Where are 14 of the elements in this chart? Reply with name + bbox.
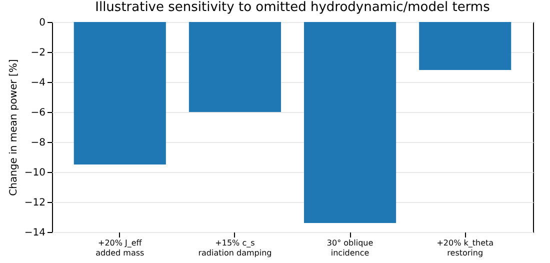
- x-tick-label: +20% J_eff added mass: [96, 238, 144, 258]
- y-tick-label: −8: [30, 138, 46, 148]
- chart-title: Illustrative sensitivity to omitted hydrodynamic/model terms: [95, 0, 490, 15]
- y-tick-label: −14: [24, 228, 46, 238]
- x-tick-label: +15% c_s radiation damping: [198, 238, 272, 258]
- y-tick-label: 0: [39, 18, 46, 28]
- y-tick-label: −12: [24, 198, 46, 208]
- y-tick-label: −10: [24, 168, 46, 178]
- y-tick-label: −2: [30, 48, 46, 58]
- y-tick-label: −4: [30, 78, 46, 88]
- x-tick-label: 30° oblique incidence: [326, 238, 374, 258]
- x-tick-label: +20% k_theta restoring: [436, 238, 494, 258]
- y-axis-title: Change in mean power [%]: [8, 59, 20, 196]
- y-tick-label: −6: [30, 108, 46, 118]
